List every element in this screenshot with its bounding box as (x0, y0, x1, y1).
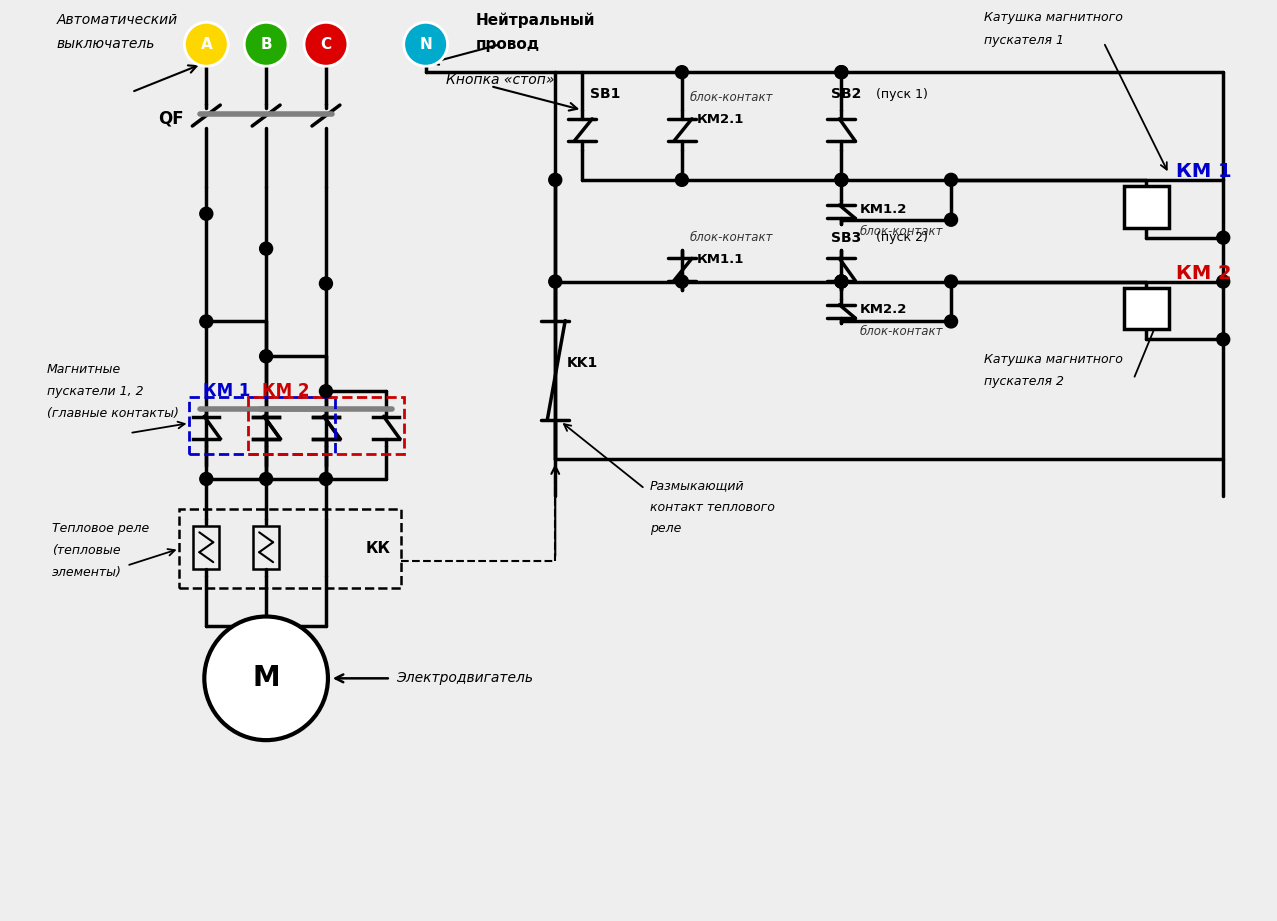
Circle shape (835, 173, 848, 186)
Text: Размыкающий: Размыкающий (650, 480, 744, 493)
Circle shape (244, 22, 289, 66)
Text: провод: провод (475, 37, 540, 52)
Circle shape (1217, 275, 1230, 288)
Circle shape (259, 242, 272, 255)
Circle shape (835, 65, 848, 78)
Text: пускателя 1: пускателя 1 (985, 34, 1064, 47)
Circle shape (204, 616, 328, 740)
Text: C: C (321, 37, 332, 52)
Text: блок-контакт: блок-контакт (859, 325, 942, 338)
Text: КМ2.1: КМ2.1 (697, 112, 744, 125)
Text: KK1: KK1 (567, 356, 599, 370)
Bar (189, 397, 335, 454)
Circle shape (835, 65, 848, 78)
Text: контакт теплового: контакт теплового (650, 501, 775, 514)
Circle shape (319, 385, 332, 398)
Text: КМ1.2: КМ1.2 (859, 204, 907, 216)
Circle shape (1217, 332, 1230, 346)
Text: М: М (253, 664, 280, 693)
Text: выключатель: выключатель (56, 37, 155, 52)
Text: N: N (419, 37, 432, 52)
Text: КМ 2: КМ 2 (1176, 264, 1232, 283)
Text: QF: QF (158, 109, 184, 127)
Circle shape (404, 22, 447, 66)
Text: КМ 1: КМ 1 (203, 382, 250, 401)
Circle shape (184, 22, 229, 66)
Circle shape (549, 173, 562, 186)
Text: Электродвигатель: Электродвигатель (396, 671, 533, 685)
Text: SB2: SB2 (831, 87, 862, 101)
Circle shape (835, 275, 848, 288)
Bar (179, 509, 401, 588)
Text: Автоматический: Автоматический (56, 13, 178, 28)
Circle shape (259, 472, 272, 485)
Text: Катушка магнитного: Катушка магнитного (985, 353, 1122, 366)
Circle shape (945, 315, 958, 328)
Bar (248, 397, 404, 454)
Text: КМ 1: КМ 1 (1176, 162, 1232, 181)
Text: пускатели 1, 2: пускатели 1, 2 (47, 385, 143, 398)
Text: Магнитные: Магнитные (47, 363, 121, 376)
Text: (главные контакты): (главные контакты) (47, 407, 179, 420)
Text: Кнопка «стоп»: Кнопка «стоп» (446, 73, 554, 87)
Circle shape (549, 275, 562, 288)
Text: Тепловое реле: Тепловое реле (52, 522, 149, 535)
Text: реле: реле (650, 522, 682, 535)
Circle shape (304, 22, 347, 66)
Circle shape (199, 315, 213, 328)
Text: A: A (200, 37, 212, 52)
Bar (253, 526, 280, 568)
Circle shape (319, 472, 332, 485)
Text: (пуск 1): (пуск 1) (876, 87, 928, 100)
Text: КМ1.1: КМ1.1 (697, 253, 744, 266)
Circle shape (676, 275, 688, 288)
Circle shape (199, 472, 213, 485)
Text: блок-контакт: блок-контакт (690, 90, 774, 103)
Circle shape (676, 173, 688, 186)
Text: блок-контакт: блок-контакт (690, 231, 774, 244)
Circle shape (199, 207, 213, 220)
Text: КК: КК (365, 542, 391, 556)
Circle shape (676, 65, 688, 78)
Bar (193, 526, 220, 568)
Circle shape (835, 275, 848, 288)
Bar (1124, 287, 1168, 330)
Circle shape (945, 275, 958, 288)
Circle shape (319, 277, 332, 290)
Text: B: B (261, 37, 272, 52)
Text: КМ 2: КМ 2 (262, 382, 309, 401)
Circle shape (945, 214, 958, 227)
Circle shape (835, 275, 848, 288)
Circle shape (259, 350, 272, 363)
Text: (пуск 2): (пуск 2) (876, 231, 928, 244)
Circle shape (945, 173, 958, 186)
Text: элементы): элементы) (52, 566, 121, 579)
Text: блок-контакт: блок-контакт (859, 226, 942, 239)
Circle shape (1217, 231, 1230, 244)
Bar (1124, 186, 1168, 227)
Text: SB3: SB3 (831, 230, 862, 245)
Text: SB1: SB1 (590, 87, 621, 101)
Text: Нейтральный: Нейтральный (475, 13, 595, 28)
Text: (тепловые: (тепловые (52, 544, 120, 557)
Circle shape (835, 173, 848, 186)
Text: Катушка магнитного: Катушка магнитного (985, 11, 1122, 24)
Text: КМ2.2: КМ2.2 (859, 303, 907, 316)
Text: пускателя 2: пускателя 2 (985, 375, 1064, 388)
